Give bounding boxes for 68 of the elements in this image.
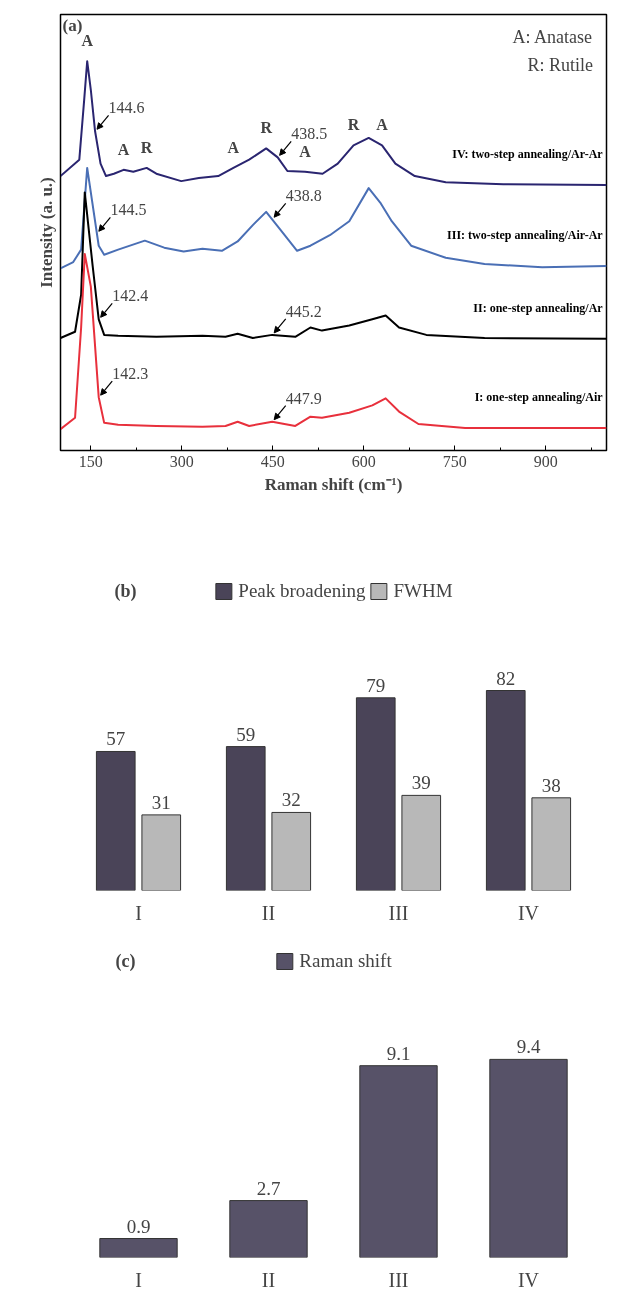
annotation: 144.5	[110, 201, 147, 219]
chart-title: (b)	[114, 580, 137, 602]
data-label: 32	[281, 789, 301, 811]
series-label: I: one-step annealing/Air	[474, 389, 604, 404]
data-label: 82	[496, 667, 516, 689]
data-label: 0.9	[126, 1215, 151, 1237]
bar	[489, 1058, 568, 1258]
bar	[95, 750, 136, 891]
bar	[225, 746, 266, 891]
data-label: 39	[411, 772, 431, 794]
annotation: 438.8	[285, 187, 322, 205]
text: A: Anatase	[512, 26, 593, 47]
annotation: 142.4	[112, 287, 149, 305]
data-label: 79	[366, 674, 386, 696]
data-label: 59	[236, 723, 256, 745]
annotation: A	[81, 32, 94, 50]
series-label: III: two-step annealing/Air-Ar	[447, 227, 604, 242]
legend-label: Raman shift	[299, 950, 392, 972]
x-tick-label: III	[388, 1268, 409, 1291]
bar	[485, 690, 526, 891]
annotation: R	[260, 119, 273, 137]
annotation: A	[299, 142, 312, 160]
x-tick-label: 450	[260, 452, 285, 470]
bar	[531, 797, 572, 891]
x-tick-label: I	[135, 901, 142, 924]
legend-label: FWHM	[393, 580, 453, 602]
annotation: 144.6	[108, 99, 145, 117]
bar	[141, 814, 182, 891]
chart-title: (a)	[62, 15, 83, 35]
annotation: R	[140, 138, 153, 156]
x-tick-label: 150	[78, 452, 103, 470]
data-label: 31	[151, 791, 171, 813]
bar	[99, 1238, 178, 1258]
bar	[359, 1065, 438, 1258]
bar	[355, 697, 396, 891]
x-tick-label: I	[135, 1268, 142, 1291]
x-tick-label: IV	[517, 901, 540, 924]
legend-label: Peak broadening	[238, 580, 366, 602]
bar	[229, 1200, 308, 1258]
annotation: R	[347, 116, 360, 134]
x-tick-label: 750	[442, 452, 467, 470]
series-label: IV: two-step annealing/Ar-Ar	[452, 147, 604, 162]
x-tick-label: 600	[351, 452, 376, 470]
x-tick-label: IV	[517, 1268, 540, 1291]
data-label: 57	[106, 728, 126, 750]
annotation: A	[376, 116, 389, 134]
annotation: 142.3	[112, 365, 149, 383]
data-label: 9.1	[386, 1042, 411, 1064]
data-label: 38	[541, 774, 561, 796]
x-tick-label: 300	[169, 452, 194, 470]
x-tick-label: II	[261, 901, 276, 924]
annotation: 447.9	[285, 389, 322, 407]
data-label: 2.7	[256, 1177, 281, 1199]
x-tick-label: 900	[533, 452, 558, 470]
annotation: 445.2	[285, 302, 322, 320]
x-tick-label: II	[261, 1268, 276, 1291]
x-axis-title: Raman shift (cm⁻¹)	[264, 474, 403, 494]
bar	[271, 811, 312, 891]
annotation: R: Rutile	[527, 54, 594, 75]
chart-title: (c)	[115, 950, 136, 972]
annotation: A	[227, 138, 240, 156]
annotation: 438.5	[291, 125, 328, 143]
annotation: A	[117, 140, 130, 158]
x-tick-label: III	[388, 901, 409, 924]
bar	[401, 794, 442, 891]
y-axis-title: Intensity (a. u.)	[36, 177, 56, 288]
series-label: II: one-step annealing/Ar	[473, 300, 604, 315]
data-label: 9.4	[516, 1036, 541, 1058]
